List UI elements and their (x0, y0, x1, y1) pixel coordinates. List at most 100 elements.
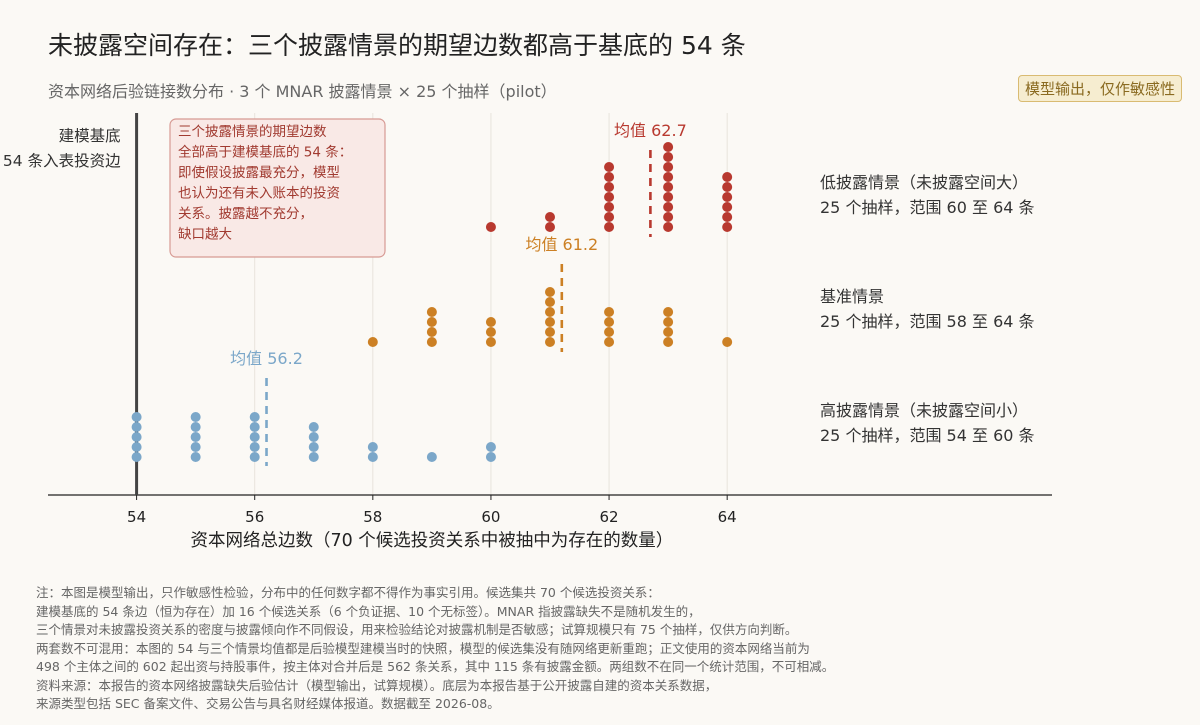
footnote-line: 来源类型包括 SEC 备案文件、交易公告与具名财经媒体报道。数据截至 2026-… (36, 696, 500, 711)
data-point (722, 202, 733, 212)
data-point (308, 452, 319, 462)
annotation-text: 缺口越大 (178, 227, 232, 243)
data-point (604, 202, 615, 212)
data-point (604, 337, 615, 347)
data-point (663, 142, 674, 152)
dot-plot-chart: 54 56 58 60 62 64 资本网络总边数（70 个候选投资关系中被抽中为存在的数量… (3, 113, 1052, 551)
footnote-line: 资料来源：本报告的资本网络披露缺失后验估计（模型输出，试算规模）。底层为本报告基… (36, 677, 718, 693)
chart-subtitle: 资本网络后验链接数分布 · 3 个 MNAR 披露情景 × 25 个抽样（pil… (48, 82, 557, 101)
baseline-label: 建模基底 (59, 127, 121, 145)
data-point (190, 452, 201, 462)
series-name: 低披露情景（未披露空间大） (820, 173, 1028, 192)
data-point (367, 442, 378, 452)
footnote-line: 注：本图是模型输出，只作敏感性检验，分布中的任何数字都不得作为事实引用。候选集共… (36, 585, 660, 600)
data-point (545, 327, 555, 337)
series-name: 基准情景 (820, 287, 884, 306)
data-point (485, 337, 496, 347)
data-point (485, 442, 496, 452)
data-point (190, 442, 201, 452)
data-point (663, 317, 674, 327)
series-desc: 25 个抽样，范围 58 至 64 条 (820, 312, 1035, 331)
mean-label: 均值 61.2 (525, 235, 598, 254)
data-point (663, 182, 674, 192)
data-point (604, 192, 615, 202)
data-point (190, 412, 201, 422)
data-point (663, 222, 674, 232)
data-point (663, 202, 674, 212)
data-point (131, 412, 142, 422)
data-point (663, 152, 674, 162)
data-point (722, 172, 733, 182)
x-tick-label: 54 (127, 508, 146, 526)
data-point (663, 192, 674, 202)
data-point (308, 442, 319, 452)
mean-label: 均值 56.2 (230, 349, 303, 368)
data-point (485, 327, 496, 337)
data-point (190, 432, 201, 442)
data-point (426, 307, 437, 317)
x-tick-label: 64 (718, 508, 737, 526)
data-point (426, 337, 437, 347)
data-point (545, 212, 555, 222)
data-point (663, 172, 674, 182)
data-point (604, 212, 615, 222)
data-point (131, 432, 142, 442)
data-point (545, 222, 555, 232)
chart-title: 未披露空间存在：三个披露情景的期望边数都高于基底的 54 条 (48, 31, 746, 60)
x-tick-label: 62 (600, 508, 619, 526)
data-point (131, 452, 142, 462)
series-desc: 25 个抽样，范围 54 至 60 条 (820, 426, 1035, 445)
data-point (249, 422, 260, 432)
data-point (545, 307, 555, 317)
data-point (545, 297, 555, 307)
data-point (308, 432, 319, 442)
data-point (485, 317, 496, 327)
data-point (545, 317, 555, 327)
model-output-badge: 模型输出，仅作敏感性 (1017, 75, 1182, 102)
data-point (604, 307, 615, 317)
data-point (604, 162, 615, 172)
footnote-line: 建模基底的 54 条边（恒为存在）加 16 个候选关系（6 个负证据、10 个无… (36, 603, 701, 619)
annotation-text: 三个披露情景的期望边数 (178, 124, 327, 140)
data-point (367, 337, 378, 347)
data-point (485, 452, 496, 462)
x-tick-label: 58 (363, 508, 382, 526)
footnote-line: 498 个主体之间的 602 起出资与持股事件，按主体对合并后是 562 条关系… (36, 659, 835, 674)
data-point (545, 337, 555, 347)
footnotes: 注：本图是模型输出，只作敏感性检验，分布中的任何数字都不得作为事实引用。候选集共… (36, 584, 834, 714)
data-point (663, 162, 674, 172)
data-point (190, 422, 201, 432)
data-point (249, 412, 260, 422)
x-tick-label: 60 (481, 508, 500, 526)
data-point (426, 452, 437, 462)
annotation-text: 全部高于建模基底的 54 条： (178, 144, 352, 161)
x-axis-label: 资本网络总边数（70 个候选投资关系中被抽中为存在的数量） (190, 531, 673, 551)
data-point (604, 182, 615, 192)
data-point (131, 442, 142, 452)
data-point (426, 327, 437, 337)
data-point (722, 192, 733, 202)
data-point (249, 432, 260, 442)
data-point (545, 287, 555, 297)
data-point (663, 327, 674, 337)
data-point (604, 317, 615, 327)
x-tick-label: 56 (245, 508, 264, 526)
baseline-label: 54 条入表投资边 (3, 152, 121, 170)
data-point (604, 327, 615, 337)
data-point (722, 222, 733, 232)
mean-label: 均值 62.7 (614, 121, 687, 140)
footnote-line: 三个情景对未披露投资关系的密度与披露倾向作不同假设，用来检验结论对披露机制是否敏… (36, 622, 798, 637)
annotation-text: 关系。披露越不充分， (178, 206, 313, 222)
data-point (426, 317, 437, 327)
data-point (308, 422, 319, 432)
annotation-box (169, 118, 386, 258)
data-point (663, 212, 674, 222)
data-point (249, 452, 260, 462)
annotation-text: 即使假设披露最充分，模型 (178, 164, 340, 181)
data-point (663, 307, 674, 317)
data-point (604, 222, 615, 232)
data-point (131, 422, 142, 432)
footnote-line: 两套数不可混用：本图的 54 与三个情景均值都是后验模型建模当时的快照，模型的候… (36, 640, 810, 656)
data-point (663, 337, 674, 347)
data-point (485, 222, 496, 232)
